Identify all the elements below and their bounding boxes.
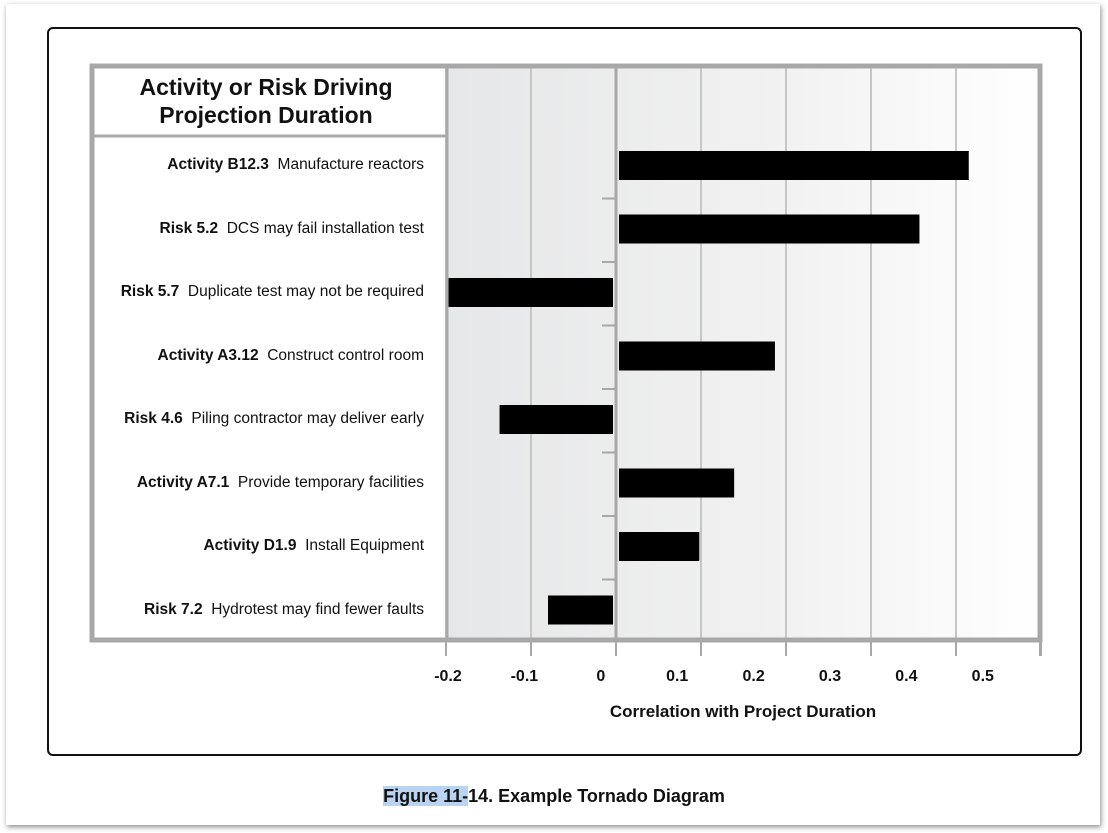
x-tick-label-1: -0.1 bbox=[510, 668, 539, 685]
row-label-id: Activity A3.12 bbox=[157, 346, 259, 364]
row-label-5: Activity A7.1 Provide temporary faciliti… bbox=[96, 473, 424, 493]
bar-6 bbox=[619, 532, 700, 561]
x-tick-label-4: 0.2 bbox=[742, 668, 765, 685]
header-title-line-2: Projection Duration bbox=[159, 102, 373, 128]
row-label-3: Activity A3.12 Construct control room bbox=[96, 346, 425, 366]
row-label-id: Activity B12.3 bbox=[167, 156, 269, 173]
bar-4 bbox=[499, 405, 613, 434]
row-label-id: Activity D1.9 bbox=[203, 537, 297, 554]
bar-3 bbox=[619, 341, 775, 371]
x-tick-label-5: 0.3 bbox=[818, 668, 842, 685]
caption-text: 14. Example Tornado Diagram bbox=[468, 786, 725, 806]
row-label-desc: Install Equipment bbox=[296, 537, 424, 554]
label-panel bbox=[92, 66, 447, 640]
bar-7 bbox=[548, 595, 613, 625]
row-label-4: Risk 4.6 Piling contractor may deliver e… bbox=[96, 409, 424, 429]
row-label-id: Risk 5.2 bbox=[159, 219, 219, 237]
x-tick-label-7: 0.5 bbox=[971, 668, 994, 685]
row-label-2: Risk 5.7 Duplicate test may not be requi… bbox=[96, 282, 424, 302]
x-tick-label-2: 0 bbox=[596, 668, 606, 685]
row-label-0: Activity B12.3 Manufacture reactors bbox=[96, 155, 424, 175]
row-label-id: Risk 4.6 bbox=[124, 410, 183, 427]
chart-frame bbox=[89, 63, 1043, 643]
row-label-1: Risk 5.2 DCS may fail installation test bbox=[96, 219, 425, 239]
row-label-desc: Provide temporary facilities bbox=[229, 473, 424, 491]
row-label-7: Risk 7.2 Hydrotest may find fewer faults bbox=[96, 600, 424, 620]
row-label-desc: Duplicate test may not be required bbox=[179, 283, 424, 300]
bar-1 bbox=[619, 214, 920, 244]
x-tick-label-3: 0.1 bbox=[666, 668, 689, 685]
row-label-id: Activity A7.1 bbox=[136, 473, 230, 491]
row-label-6: Activity D1.9 Install Equipment bbox=[96, 536, 424, 556]
row-label-desc: DCS may fail installation test bbox=[218, 219, 424, 237]
x-tick-label-6: 0.4 bbox=[895, 668, 918, 685]
row-label-id: Risk 5.7 bbox=[120, 283, 180, 300]
header-title-line-1: Activity or Risk Driving bbox=[139, 74, 393, 100]
row-label-desc: Manufacture reactors bbox=[268, 156, 424, 173]
header-title: Activity or Risk Driving Projection Dura… bbox=[100, 73, 432, 129]
row-label-desc: Piling contractor may deliver early bbox=[182, 410, 424, 427]
caption-highlighted-text: Figure 11- bbox=[383, 786, 469, 806]
row-label-id: Risk 7.2 bbox=[144, 600, 203, 618]
row-label-desc: Hydrotest may find fewer faults bbox=[202, 600, 424, 618]
bar-0 bbox=[619, 151, 969, 180]
row-label-desc: Construct control room bbox=[258, 346, 424, 364]
figure-caption: Figure 11-14. Example Tornado Diagram bbox=[0, 786, 1108, 807]
x-tick-label-0: -0.2 bbox=[434, 668, 462, 685]
bar-5 bbox=[619, 468, 735, 498]
bar-2 bbox=[448, 278, 613, 307]
x-axis-label: Correlation with Project Duration bbox=[609, 702, 877, 721]
